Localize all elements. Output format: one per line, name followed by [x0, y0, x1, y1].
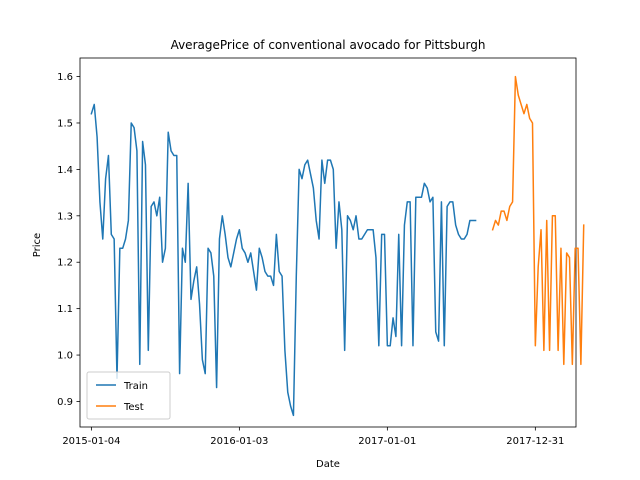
x-tick-label: 2016-01-03	[210, 436, 268, 447]
y-axis: 0.9 1.0 1.1 1.2 1.3 1.4 1.5 1.6	[57, 72, 80, 408]
y-tick-label: 1.5	[57, 118, 73, 129]
y-tick-label: 1.3	[57, 211, 73, 222]
x-tick-label: 2017-01-01	[358, 436, 416, 447]
x-axis-label: Date	[316, 459, 340, 470]
y-tick-label: 1.4	[57, 165, 73, 176]
y-tick-label: 1.6	[57, 72, 73, 83]
x-axis: 2015-01-04 2016-01-03 2017-01-01 2017-12-31	[62, 427, 564, 447]
plot-background	[80, 58, 576, 427]
plot-frame	[79, 57, 577, 428]
y-tick-label: 0.9	[57, 397, 73, 408]
y-tick-label: 1.2	[57, 258, 73, 269]
legend-label-train: Train	[123, 381, 148, 392]
y-tick-label: 1.0	[57, 351, 73, 362]
legend-label-test: Test	[123, 402, 144, 413]
series-group	[90, 75, 585, 417]
y-axis-label: Price	[32, 233, 43, 257]
series-line-train	[90, 103, 477, 417]
chart-title: AveragePrice of conventional avocado for…	[171, 38, 486, 52]
x-tick-label: 2015-01-04	[62, 436, 120, 447]
legend-box	[86, 371, 171, 420]
series-line-test	[491, 75, 585, 366]
legend: Train Test	[86, 371, 171, 420]
plot-area	[79, 57, 577, 428]
x-tick-label: 2017-12-31	[506, 436, 564, 447]
y-tick-label: 1.1	[57, 304, 73, 315]
